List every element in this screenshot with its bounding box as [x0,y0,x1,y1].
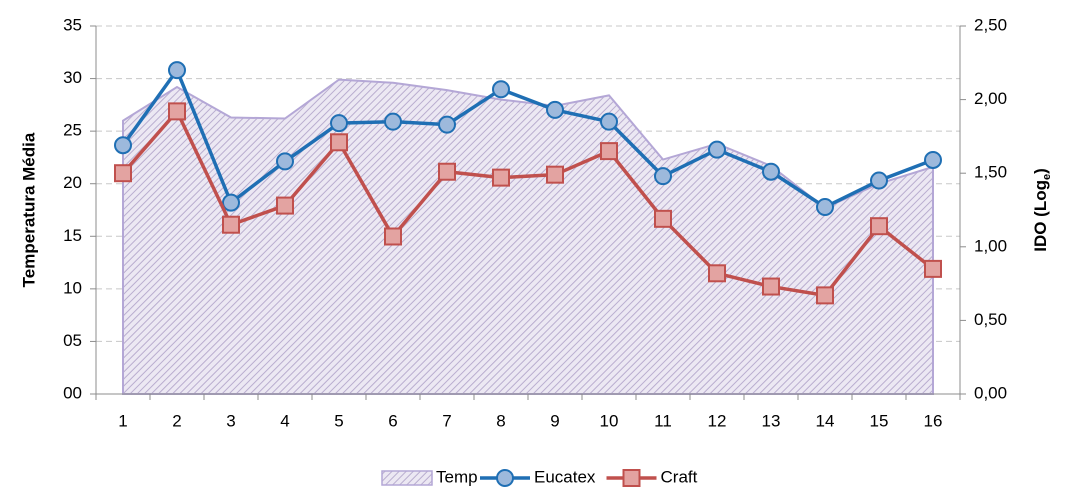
x-tick-label: 7 [442,411,451,430]
y-tick-label: 15 [63,226,82,245]
marker [222,215,240,234]
marker [654,167,672,186]
x-tick-label: 15 [870,411,889,430]
marker [924,150,942,169]
y-tick-label: 35 [63,15,82,34]
x-tick-label: 8 [496,411,505,430]
marker [168,102,186,121]
marker [492,168,510,187]
legend-swatch [381,470,433,486]
marker [330,114,348,133]
legend-label: Temp [436,467,478,486]
marker [168,61,186,80]
x-tick-label: 4 [280,411,289,430]
marker [600,142,618,161]
marker [114,136,132,155]
marker [438,162,456,181]
x-tick-label: 14 [816,411,835,430]
legend-marker [622,469,641,487]
marker [546,100,564,119]
marker [924,259,942,278]
marker [114,164,132,183]
y-tick-label: 30 [63,68,82,87]
marker [870,171,888,190]
marker [654,209,672,228]
x-tick-label: 13 [762,411,781,430]
y2-tick-label: 0,00 [974,383,1007,402]
y2-tick-label: 1,00 [974,236,1007,255]
y-tick-label: 10 [63,278,82,297]
x-tick-label: 10 [600,411,619,430]
y2-tick-label: 1,50 [974,163,1007,182]
x-tick-label: 12 [708,411,727,430]
marker [708,140,726,159]
y2-axis-label-end: ) [1031,168,1050,174]
x-tick-label: 16 [924,411,943,430]
y2-tick-label: 2,00 [974,89,1007,108]
y-tick-label: 05 [63,331,82,350]
y2-tick-label: 2,50 [974,15,1007,34]
marker [708,264,726,283]
marker [762,162,780,181]
marker [492,80,510,99]
x-tick-label: 3 [226,411,235,430]
y-tick-label: 25 [63,121,82,140]
x-tick-label: 5 [334,411,343,430]
area [122,78,934,395]
legend-label: Craft [661,467,698,486]
x-tick-label: 1 [118,411,127,430]
y-axis-label: Temperatura Média [19,132,38,287]
line [121,66,934,210]
legend-label: Eucatex [534,467,596,486]
y2-axis-label-main: IDO (Log [1031,180,1050,252]
marker [438,115,456,134]
y-tick-label: 00 [63,383,82,402]
marker [762,277,780,296]
x-tick-label: 11 [654,411,672,430]
x-tick-label: 2 [172,411,181,430]
marker [330,133,348,152]
legend-marker [496,469,514,487]
marker [600,112,618,131]
y2-tick-label: 0,50 [974,310,1007,329]
marker [816,198,834,217]
marker [222,193,240,212]
marker [276,196,294,215]
y-tick-label: 20 [63,173,82,192]
marker [816,286,834,305]
marker [546,165,564,184]
marker [276,152,294,171]
marker [384,112,402,131]
y2-axis-label: IDO (Loge) [1031,168,1052,252]
line [121,108,935,298]
x-tick-label: 9 [550,411,559,430]
y2-axis-label-subscript: e [1041,174,1053,180]
marker [384,227,402,246]
x-tick-label: 6 [388,411,397,430]
marker [870,217,888,236]
